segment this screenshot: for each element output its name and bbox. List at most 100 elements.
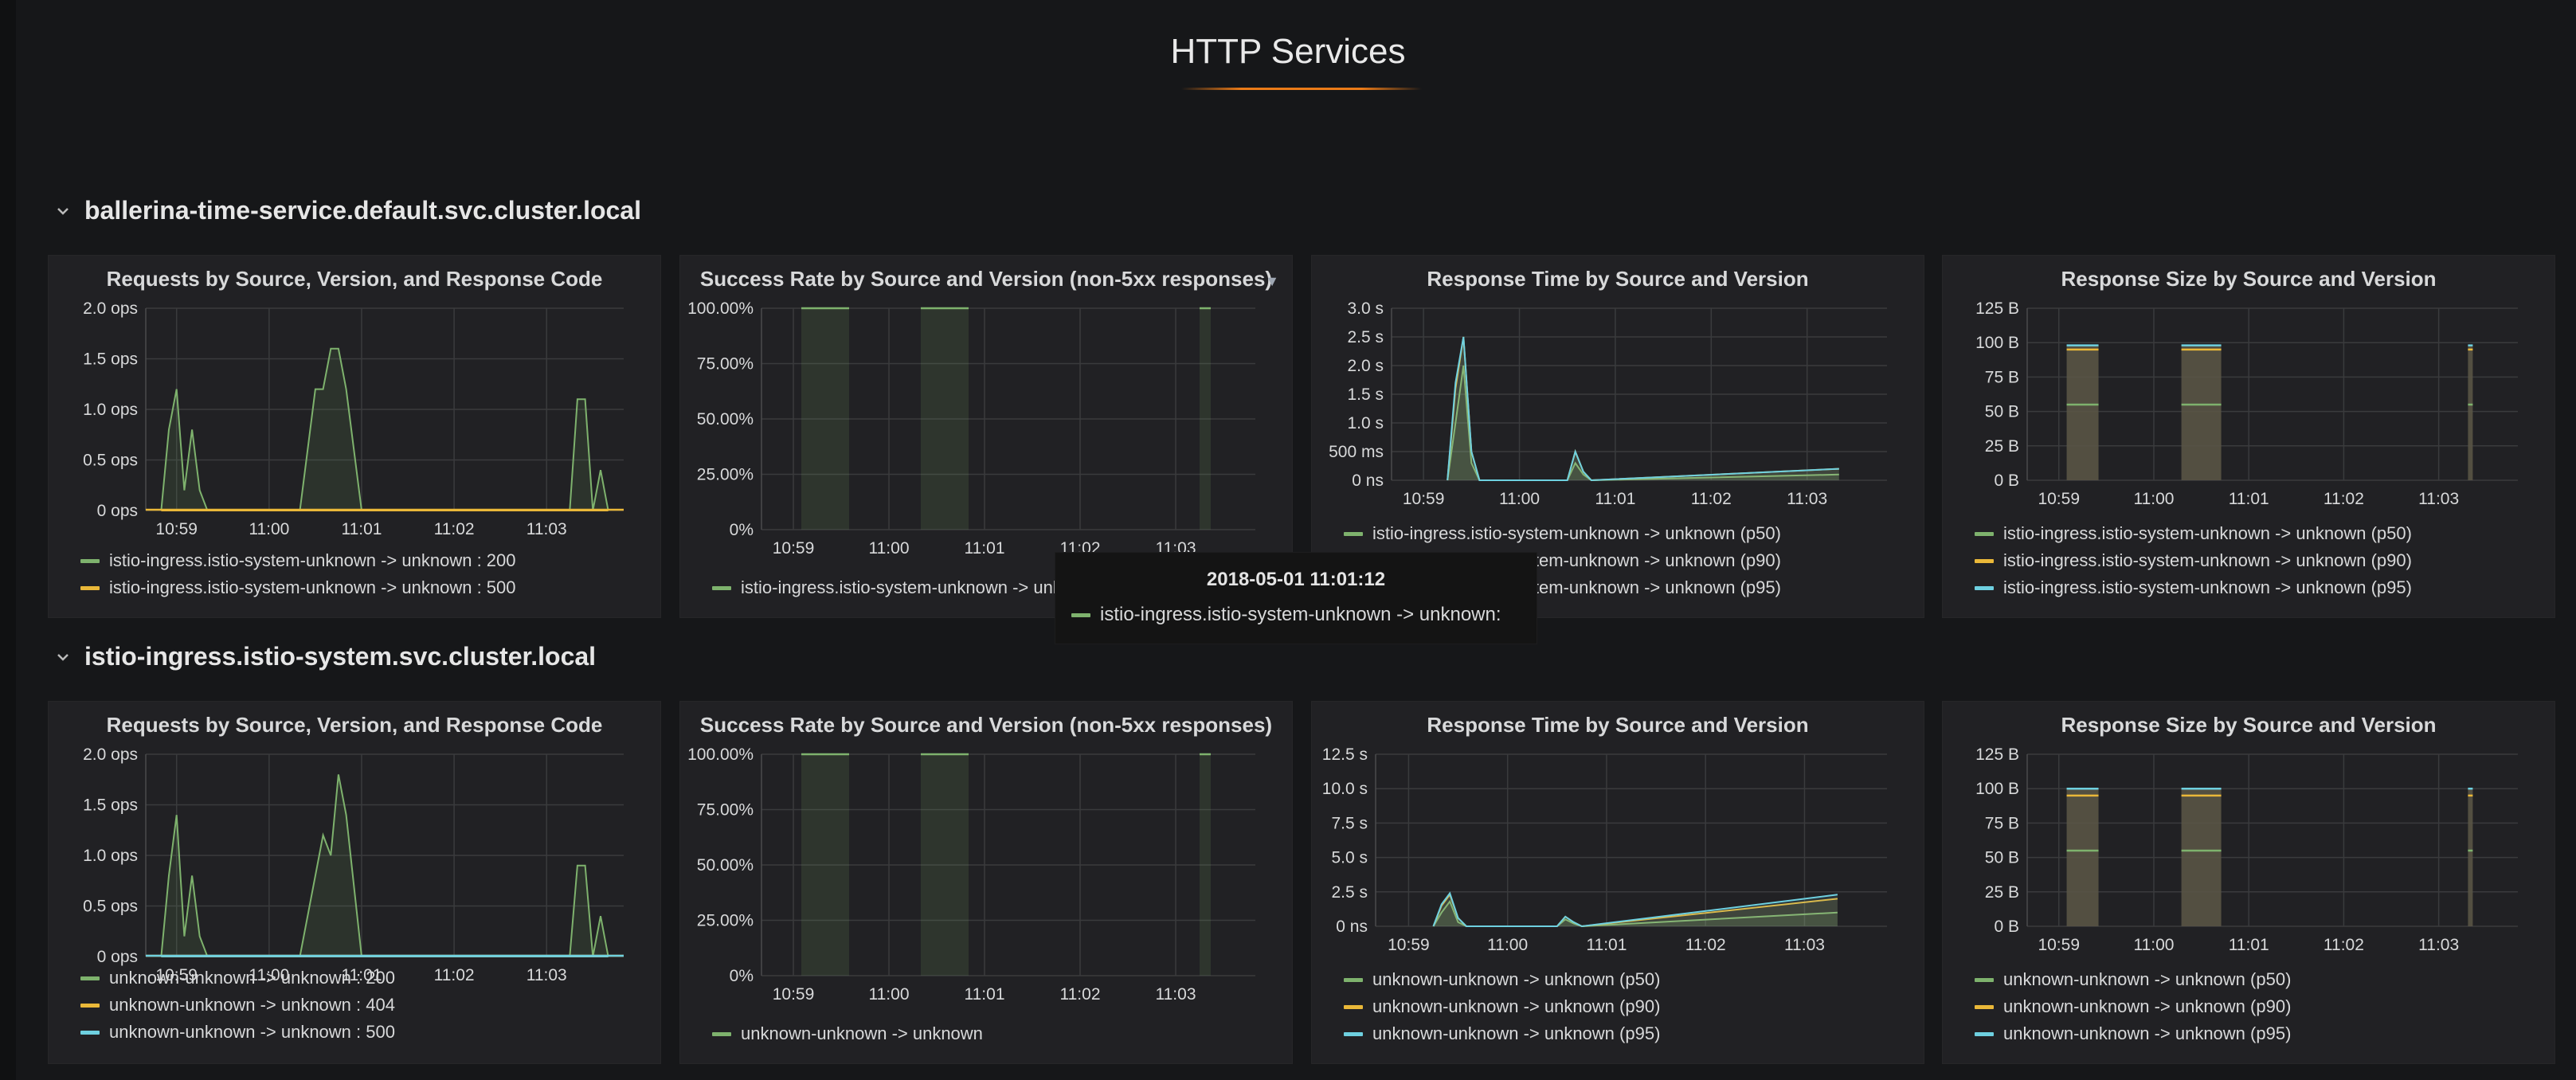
x-tick-label: 11:02 [434,966,475,980]
panel-requests[interactable]: Requests by Source, Version, and Respons… [48,701,661,1064]
legend-item[interactable]: unknown-unknown -> unknown (p90) [1975,993,2291,1020]
y-tick-label: 1.0 s [1347,414,1384,432]
panel-menu-icon[interactable]: ▼ [1265,273,1279,289]
panel-title[interactable]: Success Rate by Source and Version (non-… [699,713,1273,737]
size-bar[interactable] [2181,345,2222,480]
y-tick-label: 2.0 ops [83,745,138,764]
y-tick-label: 25 B [1985,883,2019,902]
chart-response-time[interactable]: 3.0 s 2.5 s 2.0 s 1.5 s 1.0 s 500 ms 0 ns 10:59… [1312,295,1924,518]
legend-label: unknown-unknown -> unknown (p95) [2003,1023,2292,1043]
title-underline [1181,88,1422,90]
legend-swatch [1975,977,1994,982]
legend-item[interactable]: unknown-unknown -> unknown (p50) [1344,966,1660,993]
panel-title[interactable]: Requests by Source, Version, and Respons… [106,713,603,737]
legend-label: istio-ingress.istio-system-unknown -> un… [109,550,516,570]
legend-item[interactable]: unknown-unknown -> unknown (p95) [1344,1020,1660,1047]
y-tick-label: 1.5 ops [83,350,138,369]
legend: istio-ingress.istio-system-unknown -> un… [712,574,1103,601]
success-band[interactable] [1200,754,1211,976]
legend-item[interactable]: unknown-unknown -> unknown (p90) [1344,993,1660,1020]
legend-label: istio-ingress.istio-system-unknown -> un… [741,577,1104,597]
y-tick-label: 0% [730,521,754,539]
tooltip-series-label: istio-ingress.istio-system-unknown -> un… [1100,604,1501,625]
series-line[interactable] [1447,336,1839,482]
chart-requests[interactable]: 2.0 ops 1.5 ops 1.0 ops 0.5 ops 0 ops 10:59 11… [49,742,660,980]
chart-requests[interactable]: 2.0 ops 1.5 ops 1.0 ops 0.5 ops 0 ops 10:59 11… [49,295,660,534]
series-line[interactable] [160,347,609,511]
panel-title[interactable]: Success Rate by Source and Version (non-… [699,267,1273,291]
legend-swatch [80,1003,100,1008]
legend: unknown-unknown -> unknown (p50) unknown-… [1344,966,1660,1047]
legend-label: unknown-unknown -> unknown [741,1023,983,1043]
legend-swatch [1344,1031,1363,1036]
legend: istio-ingress.istio-system-unknown -> un… [1975,520,2412,601]
series-area [1447,337,1839,480]
panel-requests[interactable]: Requests by Source, Version, and Respons… [48,255,661,618]
x-tick-label: 11:02 [1060,985,1101,1004]
panel-response-time[interactable]: Response Time by Source and Version 12.5… [1311,701,1924,1064]
legend-item[interactable]: istio-ingress.istio-system-unknown -> un… [1975,547,2412,574]
panel-response-size[interactable]: Response Size by Source and Version 125 … [1942,255,2555,618]
legend-swatch [1975,1004,1994,1009]
chart-response-size[interactable]: 125 B 100 B 75 B 50 B 25 B 0 B 10:59 11:00 11:01… [1943,742,2554,965]
success-band[interactable] [921,754,969,976]
panel-title[interactable]: Response Size by Source and Version [2061,267,2437,291]
legend-item[interactable]: istio-ingress.istio-system-unknown -> un… [1975,520,2412,547]
legend-item[interactable]: unknown-unknown -> unknown : 200 [80,965,395,992]
size-bar[interactable] [2181,788,2222,926]
y-tick-label: 0 B [1994,472,2019,490]
legend-swatch [1975,1031,1994,1036]
y-tick-label: 2.0 ops [83,299,138,318]
success-band[interactable] [801,754,849,976]
series-line[interactable] [1432,891,1838,928]
row-header-ballerina[interactable]: ballerina-time-service.default.svc.clust… [56,196,641,225]
panel-response-size[interactable]: Response Size by Source and Version 125 … [1942,701,2555,1064]
success-band[interactable] [801,308,849,530]
series-area [161,348,609,511]
series-area [161,774,609,957]
chart-success-rate[interactable]: 100.00% 75.00% 50.00% 25.00% 0% 10:59 11:00 11:… [680,742,1292,1004]
y-tick-label: 125 B [1975,745,2019,764]
chevron-down-icon[interactable] [56,204,70,218]
legend-item[interactable]: unknown-unknown -> unknown (p95) [1975,1020,2291,1047]
panel-title[interactable]: Response Time by Source and Version [1427,267,1809,291]
legend-item[interactable]: unknown-unknown -> unknown [712,1020,983,1047]
size-bar[interactable] [2468,788,2473,926]
side-strip [0,0,16,1080]
size-bar[interactable] [2468,345,2473,480]
panel-success-rate[interactable]: Success Rate by Source and Version (non-… [679,701,1293,1064]
legend-label: unknown-unknown -> unknown : 200 [109,968,395,988]
row-title: ballerina-time-service.default.svc.clust… [84,196,641,225]
legend-swatch [1344,531,1363,536]
y-tick-label: 75.00% [697,801,754,820]
y-tick-label: 50.00% [697,856,754,875]
chevron-down-icon[interactable] [56,650,70,664]
chart-success-rate[interactable]: 100.00% 75.00% 50.00% 25.00% 0% 10:59 11:00 11:… [680,295,1292,558]
legend-item[interactable]: istio-ingress.istio-system-unknown -> un… [80,547,516,574]
legend-item[interactable]: istio-ingress.istio-system-unknown -> un… [1344,520,1781,547]
success-band[interactable] [921,308,969,530]
success-band[interactable] [1200,308,1211,530]
y-tick-label: 1.0 ops [83,401,138,419]
x-tick-label: 11:03 [1787,490,1827,508]
size-bar[interactable] [2066,345,2099,480]
chart-response-size[interactable]: 125 B 100 B 75 B 50 B 25 B 0 B 10:59 11:00 11:01… [1943,295,2554,518]
panel-title[interactable]: Requests by Source, Version, and Respons… [106,267,603,291]
series-line[interactable] [1447,336,1839,482]
series-line[interactable] [160,774,609,957]
x-tick-label: 11:01 [341,966,382,980]
panel-title[interactable]: Response Time by Source and Version [1427,713,1809,737]
panel-success-rate[interactable]: Success Rate by Source and Version (non-… [679,255,1293,618]
chart-response-time[interactable]: 12.5 s 10.0 s 7.5 s 5.0 s 2.5 s 0 ns 10:59 11:0… [1312,742,1924,965]
legend-item[interactable]: unknown-unknown -> unknown : 500 [80,1019,395,1046]
legend-item[interactable]: istio-ingress.istio-system-unknown -> un… [1975,574,2412,601]
panel-title[interactable]: Response Size by Source and Version [2061,713,2437,737]
y-tick-label: 1.5 ops [83,796,138,815]
legend-item[interactable]: unknown-unknown -> unknown (p50) [1975,966,2291,993]
legend-item[interactable]: unknown-unknown -> unknown : 404 [80,992,395,1019]
x-tick-label: 11:03 [527,966,567,980]
legend-item[interactable]: istio-ingress.istio-system-unknown -> un… [80,574,516,601]
size-bar[interactable] [2066,788,2099,926]
legend-item[interactable]: istio-ingress.istio-system-unknown -> un… [712,574,1103,601]
row-header-istio-ingress[interactable]: istio-ingress.istio-system.svc.cluster.l… [56,642,596,671]
